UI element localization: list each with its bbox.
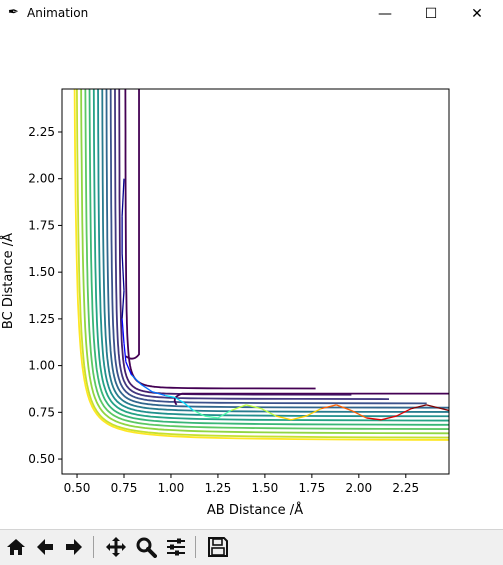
trajectory-line xyxy=(121,178,449,421)
window-title: Animation xyxy=(27,6,89,20)
maximize-icon: ☐ xyxy=(424,6,438,22)
trajectory-segment xyxy=(174,396,185,404)
trajectory-segment xyxy=(165,394,175,399)
x-tick-label: 1.00 xyxy=(158,481,185,495)
trajectory-segment xyxy=(217,409,232,419)
pan-icon xyxy=(106,537,126,557)
x-tick-label: 1.75 xyxy=(298,481,325,495)
y-tick-label: 0.50 xyxy=(28,452,55,466)
contour-line xyxy=(97,89,449,418)
trajectory-segment xyxy=(260,408,277,417)
trajectory-segment xyxy=(125,361,133,376)
trajectory-segment xyxy=(230,404,247,412)
y-tick-label: 1.50 xyxy=(28,265,55,279)
trajectory-segment xyxy=(123,343,127,362)
trajectory-segment xyxy=(121,318,125,344)
contour-line xyxy=(124,89,316,390)
y-axis-label: BC Distance /Å xyxy=(0,233,16,329)
trajectory-segment xyxy=(121,253,125,291)
y-tick-label: 1.75 xyxy=(28,218,55,232)
x-axis-ticks: 0.50 0.75 1.00 1.25 1.50 1.75 2.00 2.25 xyxy=(64,474,419,495)
x-tick-label: 1.25 xyxy=(205,481,232,495)
y-tick-label: 2.00 xyxy=(28,172,55,186)
save-button[interactable] xyxy=(205,534,231,560)
contour-line xyxy=(88,89,449,426)
trajectory-segment xyxy=(276,415,292,421)
trajectory-segment xyxy=(151,391,166,397)
toolbar-separator xyxy=(93,536,94,558)
contour-line xyxy=(125,89,140,360)
trajectory-segment xyxy=(336,404,352,412)
close-icon: ✕ xyxy=(471,6,483,22)
trajectory-segment xyxy=(204,415,219,419)
maximize-button[interactable]: ☐ xyxy=(408,0,454,28)
back-button[interactable] xyxy=(32,534,58,560)
trajectory-segment xyxy=(245,404,262,410)
contour-line xyxy=(76,89,449,439)
trajectory-segment xyxy=(441,407,449,412)
trajectory-segment xyxy=(351,409,367,419)
navigation-toolbar xyxy=(0,529,503,565)
zoom-icon xyxy=(136,537,157,558)
trajectory-segment xyxy=(411,404,427,410)
contour-line xyxy=(73,89,449,441)
trajectory-segment xyxy=(426,404,442,410)
contour-line xyxy=(105,89,449,409)
y-tick-label: 2.25 xyxy=(28,125,55,139)
contour-line xyxy=(80,89,449,435)
trajectory-segment xyxy=(381,415,397,421)
axes-frame xyxy=(61,88,450,475)
figure-canvas[interactable]: 0.50 0.75 1.00 1.25 1.50 1.75 2.00 2.25 0.50 0.7… xyxy=(0,28,503,529)
contour-line xyxy=(118,89,352,396)
forward-button[interactable] xyxy=(61,534,87,560)
x-tick-label: 0.75 xyxy=(111,481,138,495)
y-axis-ticks: 0.50 0.75 1.00 1.25 1.50 1.75 2.00 2.25 xyxy=(28,125,62,466)
trajectory-segment xyxy=(131,374,142,385)
trajectory-segment xyxy=(183,402,194,411)
home-button[interactable] xyxy=(3,534,29,560)
contour-line xyxy=(92,89,449,422)
subplots-configure-icon xyxy=(167,538,185,556)
trajectory-segment xyxy=(193,409,206,417)
minimize-icon: — xyxy=(378,6,392,22)
x-tick-label: 0.50 xyxy=(64,481,91,495)
x-tick-label: 1.50 xyxy=(252,481,279,495)
trajectory-segment xyxy=(121,290,125,319)
y-tick-label: 1.25 xyxy=(28,312,55,326)
forward-arrow-icon xyxy=(66,539,82,555)
trajectory-segment xyxy=(366,417,382,421)
x-tick-label: 2.00 xyxy=(345,481,372,495)
back-arrow-icon xyxy=(37,539,53,555)
minimize-button[interactable]: — xyxy=(362,0,408,28)
contour-line xyxy=(84,89,449,430)
trajectory-segment xyxy=(140,383,153,393)
trajectory-segment xyxy=(321,404,337,410)
x-tick-label: 2.25 xyxy=(392,481,419,495)
contour-line xyxy=(109,89,427,405)
x-axis-label: AB Distance /Å xyxy=(207,502,303,518)
feather-icon: ✒ xyxy=(8,5,19,20)
trajectory-segment xyxy=(121,178,125,217)
toolbar-separator xyxy=(195,536,196,558)
y-tick-label: 0.75 xyxy=(28,405,55,419)
title-bar: ✒ Animation — ☐ ✕ xyxy=(0,0,503,28)
contour-line xyxy=(101,89,449,413)
contour-line xyxy=(114,89,390,400)
trajectory-segment xyxy=(305,408,322,417)
close-button[interactable]: ✕ xyxy=(454,0,500,28)
y-tick-label: 1.00 xyxy=(28,359,55,373)
pan-button[interactable] xyxy=(103,534,129,560)
contour-chart[interactable]: 0.50 0.75 1.00 1.25 1.50 1.75 2.00 2.25 0.50 0.7… xyxy=(0,28,503,529)
trajectory-segment xyxy=(396,408,412,417)
save-icon xyxy=(208,537,228,557)
contour-lines xyxy=(73,89,449,441)
zoom-button[interactable] xyxy=(133,534,159,560)
home-icon xyxy=(7,539,25,555)
configure-subplots-button[interactable] xyxy=(163,534,189,560)
trajectory-segment xyxy=(291,415,307,421)
